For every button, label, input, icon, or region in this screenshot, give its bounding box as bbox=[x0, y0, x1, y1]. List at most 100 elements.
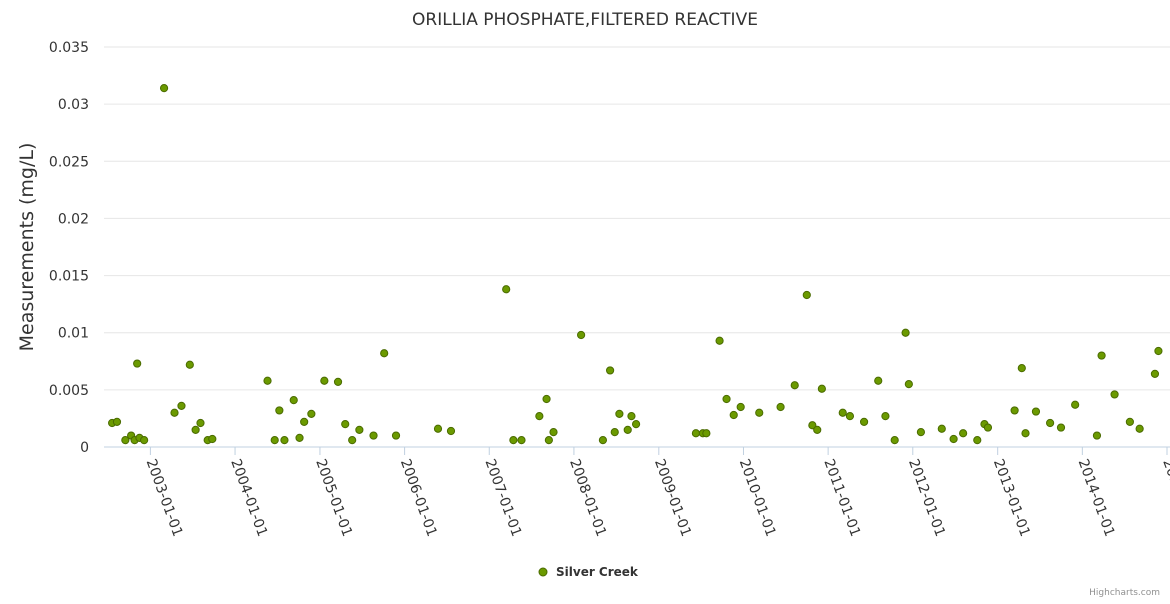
y-tick-label: 0.015 bbox=[49, 269, 89, 285]
data-point[interactable] bbox=[433, 424, 443, 433]
data-point[interactable] bbox=[790, 381, 799, 390]
x-tick-label: 2011-01-01 bbox=[820, 457, 863, 539]
data-point[interactable] bbox=[121, 436, 130, 445]
data-point[interactable] bbox=[1154, 346, 1163, 356]
data-point[interactable] bbox=[1150, 369, 1160, 378]
data-point[interactable] bbox=[270, 436, 279, 445]
data-point[interactable] bbox=[263, 376, 272, 385]
data-point[interactable] bbox=[280, 436, 289, 445]
data-point[interactable] bbox=[623, 425, 632, 434]
y-tick-label: 0.01 bbox=[58, 326, 89, 342]
data-point[interactable] bbox=[133, 359, 142, 368]
legend[interactable]: Silver Creek bbox=[538, 565, 639, 579]
data-point[interactable] bbox=[320, 376, 329, 385]
data-point[interactable] bbox=[191, 425, 200, 434]
legend-marker[interactable] bbox=[538, 567, 548, 577]
grid-lines bbox=[104, 46, 1170, 391]
data-point[interactable] bbox=[722, 394, 731, 404]
data-point[interactable] bbox=[577, 330, 586, 340]
data-point[interactable] bbox=[627, 412, 636, 421]
series-silver-creek[interactable] bbox=[108, 84, 1163, 445]
y-tick-label: 0.005 bbox=[49, 383, 89, 399]
data-point[interactable] bbox=[776, 402, 785, 412]
data-point[interactable] bbox=[159, 84, 169, 93]
data-point[interactable] bbox=[702, 429, 711, 438]
data-point[interactable] bbox=[112, 417, 122, 426]
data-point[interactable] bbox=[890, 436, 899, 445]
legend-label[interactable]: Silver Creek bbox=[556, 565, 639, 579]
data-point[interactable] bbox=[300, 417, 309, 426]
data-point[interactable] bbox=[355, 425, 364, 434]
data-point[interactable] bbox=[544, 436, 553, 445]
data-point[interactable] bbox=[937, 424, 946, 433]
data-point[interactable] bbox=[170, 408, 179, 417]
data-point[interactable] bbox=[1010, 406, 1019, 415]
data-point[interactable] bbox=[881, 412, 890, 421]
data-point[interactable] bbox=[549, 428, 558, 437]
data-point[interactable] bbox=[348, 436, 357, 445]
data-point[interactable] bbox=[446, 426, 456, 436]
data-point[interactable] bbox=[1046, 418, 1055, 428]
data-point[interactable] bbox=[1092, 431, 1102, 440]
data-point[interactable] bbox=[736, 402, 745, 412]
data-point[interactable] bbox=[1110, 390, 1119, 399]
data-point[interactable] bbox=[691, 429, 701, 438]
data-point[interactable] bbox=[983, 423, 993, 432]
credits[interactable]: Highcharts.com bbox=[1089, 588, 1160, 598]
data-point[interactable] bbox=[755, 408, 764, 417]
data-point[interactable] bbox=[391, 431, 401, 440]
data-point[interactable] bbox=[369, 431, 378, 440]
data-point[interactable] bbox=[140, 436, 149, 445]
data-point[interactable] bbox=[859, 417, 869, 426]
data-point[interactable] bbox=[1125, 417, 1134, 426]
x-tick-label: 2006-01-01 bbox=[397, 457, 440, 539]
data-point[interactable] bbox=[904, 380, 913, 389]
data-point[interactable] bbox=[606, 366, 615, 375]
data-point[interactable] bbox=[517, 436, 526, 445]
data-point[interactable] bbox=[333, 377, 343, 386]
data-point[interactable] bbox=[1021, 429, 1030, 438]
data-point[interactable] bbox=[615, 409, 624, 418]
data-point[interactable] bbox=[307, 409, 316, 418]
data-point[interactable] bbox=[542, 394, 551, 404]
data-point[interactable] bbox=[959, 429, 968, 438]
data-point[interactable] bbox=[208, 434, 217, 444]
data-point[interactable] bbox=[509, 436, 518, 445]
x-tick-label: 2012-01-01 bbox=[905, 457, 948, 539]
data-point[interactable] bbox=[817, 384, 826, 393]
data-point[interactable] bbox=[610, 428, 619, 437]
data-point[interactable] bbox=[1017, 364, 1026, 373]
data-point[interactable] bbox=[901, 328, 910, 337]
data-point[interactable] bbox=[808, 421, 817, 430]
data-point[interactable] bbox=[295, 433, 304, 442]
y-axis-label: Measurements (mg/L) bbox=[16, 143, 38, 352]
data-point[interactable] bbox=[177, 401, 186, 410]
data-point[interactable] bbox=[838, 408, 847, 417]
x-tick-label: 2015-01-01 bbox=[1159, 457, 1170, 539]
data-point[interactable] bbox=[185, 360, 194, 369]
data-point[interactable] bbox=[1071, 400, 1080, 409]
data-point[interactable] bbox=[1097, 351, 1106, 360]
x-tick-label: 2004-01-01 bbox=[227, 457, 270, 539]
data-point[interactable] bbox=[1135, 424, 1144, 433]
data-point[interactable] bbox=[380, 349, 389, 358]
data-point[interactable] bbox=[535, 412, 544, 421]
data-point[interactable] bbox=[196, 418, 205, 428]
data-point[interactable] bbox=[502, 285, 511, 294]
data-point[interactable] bbox=[631, 420, 641, 429]
data-point[interactable] bbox=[341, 420, 350, 429]
data-point[interactable] bbox=[729, 410, 738, 420]
data-point[interactable] bbox=[916, 428, 926, 437]
data-point[interactable] bbox=[289, 396, 298, 405]
data-point[interactable] bbox=[949, 434, 958, 444]
data-point[interactable] bbox=[598, 436, 608, 445]
data-point[interactable] bbox=[1056, 423, 1066, 432]
data-point[interactable] bbox=[802, 290, 811, 300]
data-point[interactable] bbox=[845, 412, 855, 421]
data-point[interactable] bbox=[813, 425, 822, 434]
data-point[interactable] bbox=[973, 436, 982, 445]
data-point[interactable] bbox=[275, 406, 284, 415]
data-point[interactable] bbox=[715, 336, 724, 345]
data-point[interactable] bbox=[874, 376, 883, 385]
data-point[interactable] bbox=[1031, 407, 1041, 416]
